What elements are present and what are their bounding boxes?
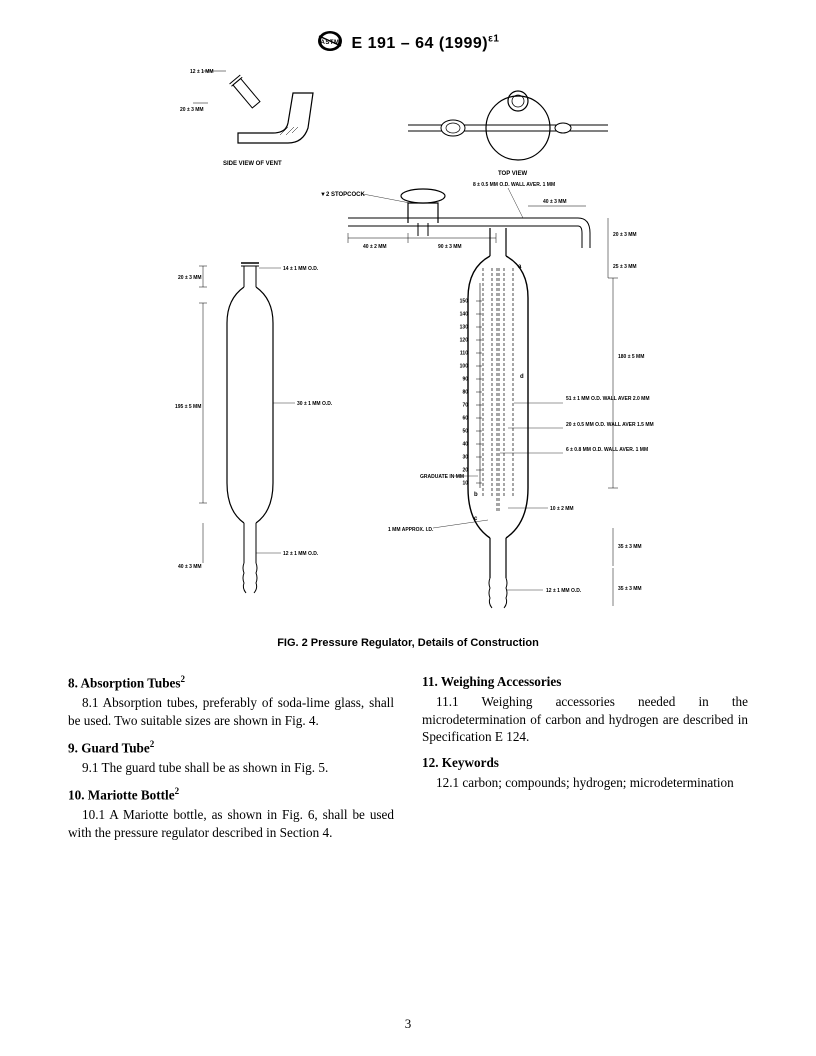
svg-text:35 ± 3 MM: 35 ± 3 MM <box>618 544 642 550</box>
svg-text:110: 110 <box>460 351 468 357</box>
svg-text:12 ± 1 MM: 12 ± 1 MM <box>190 69 214 75</box>
svg-text:▼2 STOPCOCK: ▼2 STOPCOCK <box>320 192 366 198</box>
svg-text:50: 50 <box>462 429 468 435</box>
body-columns: 8. Absorption Tubes2 8.1 Absorption tube… <box>68 665 748 846</box>
left-vessel: 20 ± 3 MM 14 ± 1 MM O.D. 195 ± 5 MM 30 ±… <box>175 263 333 593</box>
svg-text:GRADUATE IN MM: GRADUATE IN MM <box>420 474 464 480</box>
svg-text:10 ± 2 MM: 10 ± 2 MM <box>550 506 574 512</box>
left-column: 8. Absorption Tubes2 8.1 Absorption tube… <box>68 665 394 846</box>
page-header: ASTM E 191 – 64 (1999)ε1 <box>68 30 748 57</box>
section-12-heading: 12. Keywords <box>422 754 748 772</box>
svg-text:70: 70 <box>462 403 468 409</box>
main-regulator: ▼2 STOPCOCK 40 ± 2 MM 90 ± 3 MM 8 ± 0.5 … <box>320 182 654 608</box>
svg-text:10: 10 <box>462 481 468 487</box>
svg-text:80: 80 <box>462 390 468 396</box>
svg-text:35 ± 3 MM: 35 ± 3 MM <box>618 586 642 592</box>
svg-text:140: 140 <box>460 312 469 318</box>
svg-text:20: 20 <box>462 468 468 474</box>
svg-text:40 ± 3 MM: 40 ± 3 MM <box>543 199 567 205</box>
document-page: ASTM E 191 – 64 (1999)ε1 <box>0 0 816 1056</box>
svg-text:b: b <box>474 492 478 498</box>
section-9-heading: 9. Guard Tube2 <box>68 738 394 757</box>
svg-text:30 ± 1 MM O.D.: 30 ± 1 MM O.D. <box>297 401 333 407</box>
section-8-para: 8.1 Absorption tubes, preferably of soda… <box>68 694 394 730</box>
section-8-heading: 8. Absorption Tubes2 <box>68 673 394 692</box>
svg-text:d: d <box>520 374 524 380</box>
svg-text:180 ± 5 MM: 180 ± 5 MM <box>618 354 644 360</box>
svg-text:40: 40 <box>462 442 468 448</box>
astm-logo-icon: ASTM <box>317 30 343 57</box>
page-number: 3 <box>0 1016 816 1032</box>
svg-text:20 ± 3 MM: 20 ± 3 MM <box>613 232 637 238</box>
section-11-heading: 11. Weighing Accessories <box>422 673 748 691</box>
section-10-para: 10.1 A Mariotte bottle, as shown in Fig.… <box>68 806 394 842</box>
top-view: TOP VIEW <box>408 91 608 177</box>
svg-text:12 ± 1 MM O.D.: 12 ± 1 MM O.D. <box>283 551 319 557</box>
svg-text:30: 30 <box>462 455 468 461</box>
svg-text:40 ± 3 MM: 40 ± 3 MM <box>178 564 202 570</box>
svg-text:90: 90 <box>462 377 468 383</box>
svg-text:150: 150 <box>460 299 469 305</box>
svg-text:100: 100 <box>460 364 469 370</box>
section-10-heading: 10. Mariotte Bottle2 <box>68 785 394 804</box>
section-11-para: 11.1 Weighing accessories needed in the … <box>422 693 748 746</box>
svg-text:25 ± 3 MM: 25 ± 3 MM <box>613 264 637 270</box>
section-12-para: 12.1 carbon; compounds; hydrogen; microd… <box>422 774 748 792</box>
svg-text:40 ± 2 MM: 40 ± 2 MM <box>363 244 387 250</box>
svg-text:20 ± 3 MM: 20 ± 3 MM <box>178 275 202 281</box>
svg-text:a: a <box>518 264 522 270</box>
svg-text:SIDE VIEW OF VENT: SIDE VIEW OF VENT <box>223 161 282 167</box>
right-column: 11. Weighing Accessories 11.1 Weighing a… <box>422 665 748 846</box>
figure-caption: FIG. 2 Pressure Regulator, Details of Co… <box>68 637 748 649</box>
svg-text:6 ± 0.8 MM O.D. WALL AVER. 1 M: 6 ± 0.8 MM O.D. WALL AVER. 1 MM <box>566 447 648 453</box>
svg-text:c: c <box>474 516 478 522</box>
svg-text:14 ± 1 MM O.D.: 14 ± 1 MM O.D. <box>283 266 319 272</box>
svg-text:195 ± 5 MM: 195 ± 5 MM <box>175 404 201 410</box>
figure-2-diagram: 12 ± 1 MM 20 ± 3 MM SIDE VIEW OF VENT TO… <box>158 63 658 633</box>
designation-text: E 191 – 64 (1999)ε1 <box>352 35 500 52</box>
svg-text:90 ± 3 MM: 90 ± 3 MM <box>438 244 462 250</box>
svg-text:8 ± 0.5 MM O.D. WALL AVER. 1 M: 8 ± 0.5 MM O.D. WALL AVER. 1 MM <box>473 182 555 188</box>
svg-text:130: 130 <box>460 325 469 331</box>
svg-text:51 ± 1 MM O.D. WALL AVER 2.0 M: 51 ± 1 MM O.D. WALL AVER 2.0 MM <box>566 396 650 402</box>
side-view-vent: 12 ± 1 MM 20 ± 3 MM SIDE VIEW OF VENT <box>180 69 313 167</box>
svg-text:20 ± 3 MM: 20 ± 3 MM <box>180 107 204 113</box>
section-9-para: 9.1 The guard tube shall be as shown in … <box>68 759 394 777</box>
svg-text:120: 120 <box>460 338 469 344</box>
svg-text:1 MM APPROX. I.D.: 1 MM APPROX. I.D. <box>388 527 434 533</box>
svg-text:12 ± 1 MM O.D.: 12 ± 1 MM O.D. <box>546 588 582 594</box>
svg-text:20 ± 0.5 MM O.D. WALL AVER 1.5: 20 ± 0.5 MM O.D. WALL AVER 1.5 MM <box>566 422 654 428</box>
svg-text:TOP VIEW: TOP VIEW <box>498 171 527 177</box>
svg-text:60: 60 <box>462 416 468 422</box>
